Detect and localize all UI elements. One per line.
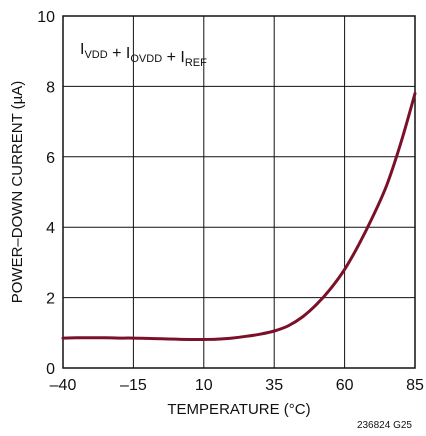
y-tick-label: 0 [46,361,55,378]
grid [62,15,416,369]
y-axis-title: POWER–DOWN CURRENT (µA) [9,81,26,304]
annotation-base: I [180,49,184,66]
y-tick-label: 10 [37,9,55,26]
y-tick-label: 4 [46,220,55,237]
y-tick-label: 2 [46,291,55,308]
annotation-base: I [126,45,130,62]
y-tick-labels: 0 2 4 6 8 10 [37,9,55,378]
x-tick-labels: –40 –15 10 35 60 85 [50,377,424,394]
annotation-sep: + [162,49,180,66]
annotation-sub: OVDD [130,53,162,65]
figure-id-label: 236824 G25 [357,420,412,431]
current-annotation: IVDD + IOVDD + IREF [80,41,207,69]
x-tick-label: 35 [265,377,283,394]
annotation-sub: VDD [84,49,107,61]
x-tick-label: –40 [50,377,77,394]
annotation-sep: + [108,45,126,62]
x-tick-label: –15 [120,377,147,394]
annotation-base: I [80,41,84,58]
x-tick-label: 60 [336,377,354,394]
series-line [61,91,417,341]
plot-frame [62,15,416,369]
y-tick-label: 6 [46,150,55,167]
x-tick-label: 10 [195,377,213,394]
x-tick-label: 85 [406,377,424,394]
y-tick-label: 8 [46,79,55,96]
annotation-sub: REF [185,57,207,69]
x-axis-title: TEMPERATURE (°C) [167,401,310,418]
